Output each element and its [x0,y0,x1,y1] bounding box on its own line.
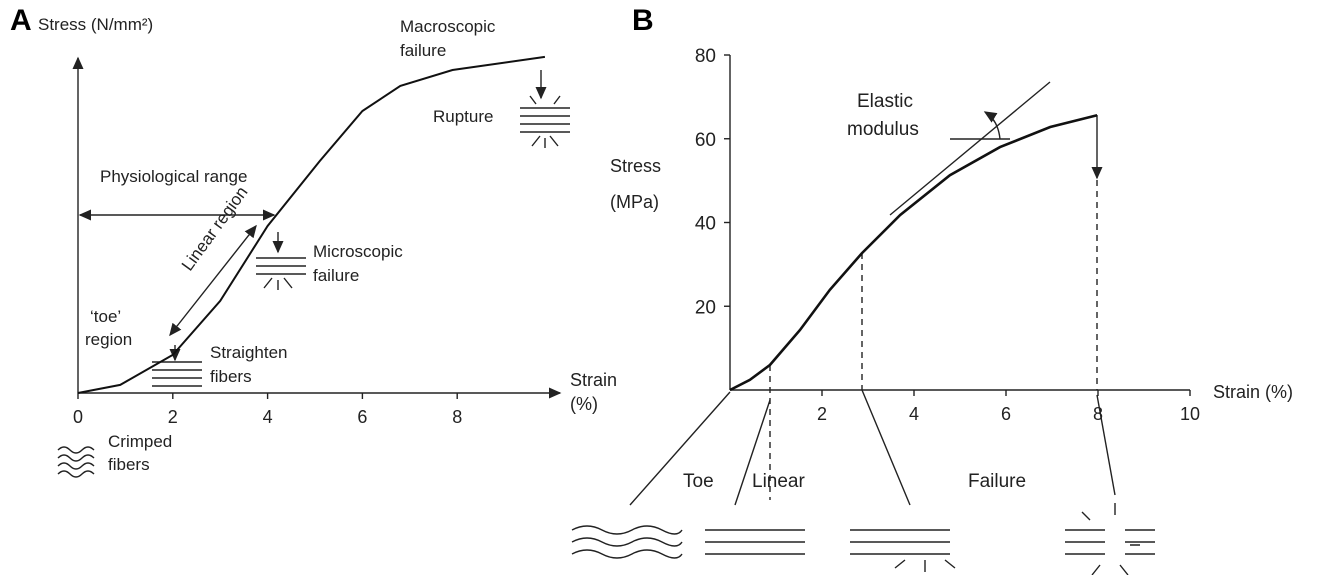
x-tick-label: 6 [1001,404,1011,424]
annotation: Toe [683,471,714,492]
x-tick-label: 4 [263,407,273,427]
annotation: Rupture [433,107,493,126]
x-tick-label: 10 [1180,404,1200,424]
annotation: failure [313,266,359,285]
panel-label: B [632,4,654,37]
x-axis-label: (%) [570,394,598,414]
y-tick-label: 60 [695,130,716,151]
annotation: Microscopic [313,242,403,261]
x-tick-label: 8 [452,407,462,427]
annotation: Macroscopic [400,17,496,36]
x-tick-label: 0 [73,407,83,427]
x-tick-label: 8 [1093,404,1103,424]
annotation: fibers [210,367,252,386]
x-tick-label: 2 [817,404,827,424]
layout-drawings [57,70,1155,575]
annotation: Straighten [210,343,288,362]
x-axis-label: Strain (%) [1213,382,1293,402]
annotation: Elastic [857,91,913,112]
curve [77,55,546,394]
y-tick-label: 40 [695,214,716,235]
annotation: ‘toe’ [90,307,121,326]
annotation: failure [400,41,446,60]
x-axis-label: Strain [570,370,617,390]
y-axis-label: Stress (N/mm²) [38,15,153,34]
x-tick-label: 2 [168,407,178,427]
y-axis-label: (MPa) [610,192,659,212]
annotation: Physiological range [100,167,247,186]
annotation: Linear region [178,183,252,274]
annotation: modulus [847,119,919,140]
annotation: Linear [752,471,805,492]
y-tick-label: 20 [695,297,716,318]
annotation: Crimped [108,432,172,451]
y-axis-label: Stress [610,156,661,176]
y-tick-label: 80 [695,46,716,67]
annotation: region [85,330,132,349]
curve [729,114,1098,392]
x-tick-label: 4 [909,404,919,424]
annotation: fibers [108,455,150,474]
x-tick-label: 6 [357,407,367,427]
panel-label: A [10,4,32,37]
annotation: Failure [968,471,1026,492]
